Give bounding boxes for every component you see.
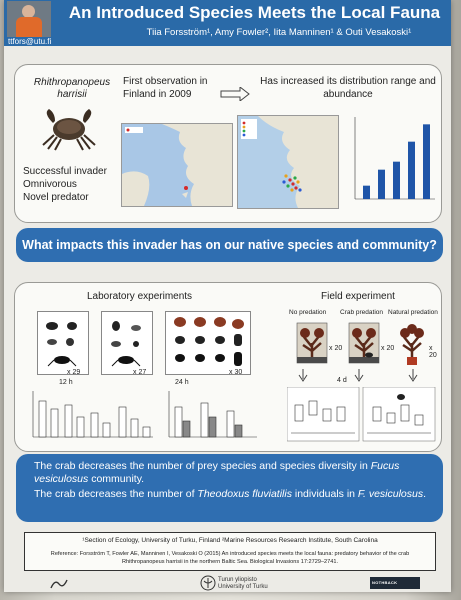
lab-count-1: x 29 xyxy=(67,369,81,376)
field-plant-natural xyxy=(400,324,424,365)
finland-map-2009 xyxy=(121,123,233,207)
field-arrows xyxy=(298,369,418,382)
field-condition-natural: Natural predation xyxy=(388,309,438,316)
species-name: Rhithropanopeus harrisii xyxy=(33,77,111,100)
abundance-bar xyxy=(378,169,385,199)
field-count-3: x 20 xyxy=(429,345,437,359)
field-results-boxplots xyxy=(287,387,436,442)
poster: ttfors@utu.fi An Introduced Species Meet… xyxy=(4,0,451,592)
lab-experiment-2 xyxy=(101,311,153,375)
poster-header: ttfors@utu.fi An Introduced Species Meet… xyxy=(4,0,451,46)
abundance-bar xyxy=(408,141,415,199)
lab-results-graph-1 xyxy=(32,391,153,438)
lab-experiment-1 xyxy=(37,311,89,375)
field-cage-crab xyxy=(348,322,380,364)
abundance-bar xyxy=(423,124,430,199)
trait-item: Omnivorous xyxy=(23,179,77,190)
conclusion-1: The crab decreases the number of prey sp… xyxy=(34,460,400,485)
abundance-bar xyxy=(393,161,400,199)
university-logo xyxy=(200,575,216,591)
footer-logos: Turun yliopisto University of Turku NOTH… xyxy=(4,572,451,592)
trait-item: Successful invader xyxy=(23,166,107,177)
references-box: ¹Section of Ecology, University of Turku… xyxy=(24,532,436,571)
field-condition-none: No predation xyxy=(289,309,327,316)
nothback-logo-text: NOTHBACK xyxy=(372,580,398,585)
nothback-logo xyxy=(370,577,420,589)
abundance-bar xyxy=(363,185,370,199)
lab-experiments-title: Laboratory experiments xyxy=(87,291,193,302)
field-condition-crab: Crab predation xyxy=(340,309,383,316)
field-cage-none xyxy=(296,322,328,364)
affiliations: ¹Section of Ecology, University of Turku… xyxy=(82,537,378,544)
university-logo-text: Turun yliopisto University of Turku xyxy=(218,577,268,590)
trait-item: Novel predator xyxy=(23,192,89,203)
lab-time-1: 12 h xyxy=(59,379,73,386)
field-time: 4 d xyxy=(337,377,347,384)
author-email: ttfors@utu.fi xyxy=(8,37,52,46)
species-traits: Successful invader Omnivorous Novel pred… xyxy=(23,165,133,204)
field-count-2: x 20 xyxy=(381,345,395,352)
finland-map-distribution xyxy=(237,115,339,209)
lab-results-graph-2 xyxy=(168,391,257,438)
arrow-right-icon xyxy=(220,87,250,101)
field-experiment-title: Field experiment xyxy=(321,291,395,302)
lab-time-2: 24 h xyxy=(175,379,189,386)
citation: Reference: Forsström T, Fowler AE, Manni… xyxy=(50,551,410,565)
lab-experiment-3 xyxy=(165,311,251,375)
foundation-logo xyxy=(50,579,68,589)
poster-title: An Introduced Species Meets the Local Fa… xyxy=(68,3,441,22)
field-count-1: x 20 xyxy=(329,345,343,352)
author-photo xyxy=(7,1,51,37)
intro-panel: Rhithropanopeus harrisii Successful inva… xyxy=(14,64,442,223)
lab-count-2: x 27 xyxy=(133,369,147,376)
distribution-text: Has increased its distribution range and… xyxy=(260,76,436,100)
research-question-banner: What impacts this invader has on our nat… xyxy=(16,228,443,262)
first-observation-text: First observation in Finland in 2009 xyxy=(123,76,208,100)
crab-image xyxy=(42,109,96,151)
abundance-bar-chart xyxy=(354,117,435,200)
poster-authors: Tiia Forsström¹, Amy Fowler², Iita Manni… xyxy=(146,27,412,38)
conclusion-2: The crab decreases the number of Theodox… xyxy=(34,488,427,500)
conclusions-banner: The crab decreases the number of prey sp… xyxy=(16,454,443,522)
lab-count-3: x 30 xyxy=(229,369,243,376)
experiments-panel: Laboratory experiments Field experiment … xyxy=(14,282,442,452)
